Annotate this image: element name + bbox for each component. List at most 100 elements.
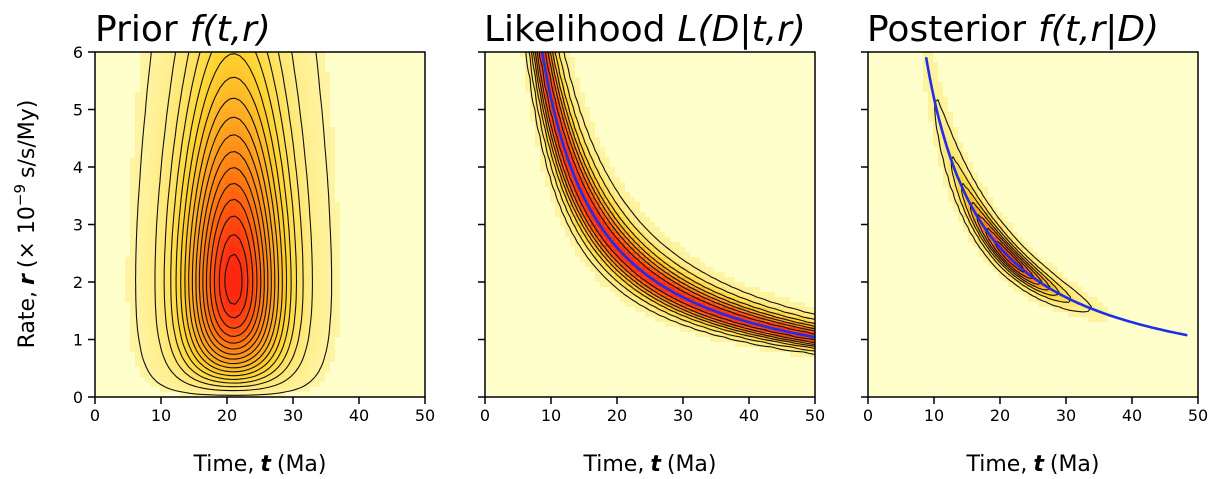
heat-cell	[290, 112, 296, 118]
heat-cell	[335, 342, 341, 348]
heat-cell	[115, 262, 121, 268]
heat-cell	[695, 57, 701, 63]
heat-cell	[335, 377, 341, 383]
heat-cell	[320, 52, 326, 58]
heat-cell	[145, 312, 151, 318]
heat-cell	[195, 362, 201, 368]
heat-cell	[310, 197, 316, 203]
heat-cell	[365, 347, 371, 353]
heat-cell	[120, 322, 126, 328]
heat-cell	[175, 367, 181, 373]
heat-cell	[340, 242, 346, 248]
heat-cell	[390, 72, 396, 78]
heat-cell	[210, 132, 216, 138]
heat-cell	[225, 112, 231, 118]
heat-cell	[785, 52, 791, 58]
heat-cell	[165, 127, 171, 133]
heat-cell	[245, 342, 251, 348]
heat-cell	[190, 222, 196, 228]
heat-cell	[140, 252, 146, 258]
heat-cell	[375, 237, 381, 243]
heat-cell	[190, 52, 196, 58]
heat-cell	[270, 167, 276, 173]
heat-cell	[95, 142, 101, 148]
heat-cell	[295, 162, 301, 168]
heat-cell	[320, 327, 326, 333]
heat-cell	[400, 217, 406, 223]
heat-cell	[340, 382, 346, 388]
heat-cell	[415, 62, 421, 68]
heat-cell	[415, 52, 421, 58]
heat-cell	[415, 132, 421, 138]
heat-cell	[350, 212, 356, 218]
heat-cell	[135, 322, 141, 328]
heat-cell	[565, 77, 571, 83]
heat-cell	[305, 227, 311, 233]
heat-cell	[125, 152, 131, 158]
heat-cell	[195, 222, 201, 228]
heat-cell	[280, 387, 286, 393]
heat-cell	[150, 332, 156, 338]
heat-cell	[300, 317, 306, 323]
heat-cell	[305, 212, 311, 218]
heat-cell	[155, 117, 161, 123]
heat-cell	[385, 297, 391, 303]
heat-cell	[320, 367, 326, 373]
heat-cell	[335, 92, 341, 98]
heat-cell	[225, 342, 231, 348]
heat-cell	[320, 107, 326, 113]
heat-cell	[125, 362, 131, 368]
heat-cell	[255, 162, 261, 168]
heat-cell	[360, 392, 366, 397]
heat-cell	[120, 102, 126, 108]
heat-cell	[385, 287, 391, 293]
heat-cell	[345, 107, 351, 113]
heat-cell	[175, 77, 181, 83]
heat-cell	[225, 357, 231, 363]
heat-cell	[375, 252, 381, 258]
heat-cell	[315, 92, 321, 98]
heat-cell	[135, 182, 141, 188]
heat-cell	[105, 122, 111, 128]
heat-cell	[255, 352, 261, 358]
heat-cell	[375, 347, 381, 353]
heat-cell	[285, 202, 291, 208]
heat-cell	[340, 117, 346, 123]
heat-cell	[110, 107, 116, 113]
heat-cell	[145, 332, 151, 338]
heat-cell	[235, 292, 241, 298]
heat-cell	[235, 187, 241, 193]
heat-cell	[330, 242, 336, 248]
heat-cell	[225, 347, 231, 353]
heat-cell	[390, 152, 396, 158]
heat-cell	[280, 232, 286, 238]
heat-cell	[295, 302, 301, 308]
heat-cell	[370, 172, 376, 178]
heat-cell	[655, 57, 661, 63]
heat-cell	[265, 57, 271, 63]
heat-cell	[105, 322, 111, 328]
heat-cell	[110, 367, 116, 373]
heat-cell	[290, 117, 296, 123]
heat-cell	[245, 157, 251, 163]
heat-cell	[400, 102, 406, 108]
heat-cell	[600, 67, 606, 73]
heat-cell	[340, 282, 346, 288]
heat-cell	[185, 172, 191, 178]
heat-cell	[395, 267, 401, 273]
heat-cell	[300, 372, 306, 378]
heat-cell	[355, 147, 361, 153]
heat-cell	[200, 257, 206, 263]
heat-cell	[375, 197, 381, 203]
heat-cell	[145, 382, 151, 388]
heat-cell	[405, 212, 411, 218]
heat-cell	[280, 312, 286, 318]
heat-cell	[285, 392, 291, 397]
heat-cell	[230, 52, 236, 58]
heat-cell	[125, 242, 131, 248]
heat-cell	[405, 87, 411, 93]
heat-cell	[105, 362, 111, 368]
heat-cell	[625, 57, 631, 63]
heat-cell	[320, 272, 326, 278]
heat-cell	[420, 272, 425, 278]
